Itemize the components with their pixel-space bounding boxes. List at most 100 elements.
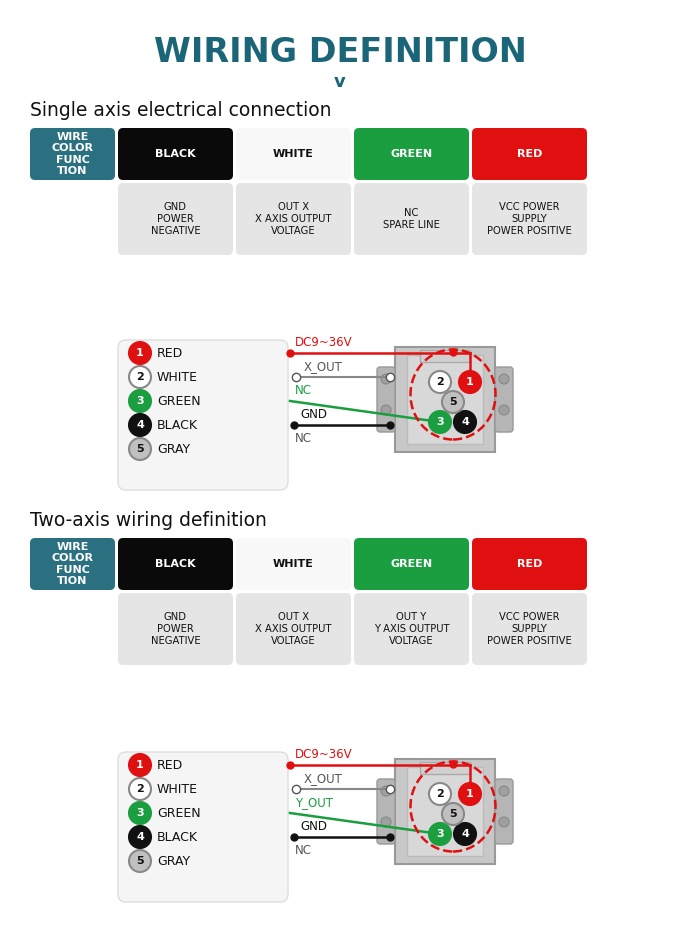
Text: 2: 2 <box>436 789 444 799</box>
FancyBboxPatch shape <box>472 538 587 590</box>
Text: RED: RED <box>157 346 183 359</box>
Text: Y_OUT: Y_OUT <box>295 796 333 809</box>
FancyBboxPatch shape <box>377 779 395 844</box>
FancyBboxPatch shape <box>118 593 233 665</box>
Text: 1: 1 <box>466 789 474 799</box>
Circle shape <box>129 802 151 824</box>
Circle shape <box>459 371 481 393</box>
Text: NC
SPARE LINE: NC SPARE LINE <box>383 208 440 230</box>
Circle shape <box>442 803 464 825</box>
FancyBboxPatch shape <box>30 128 115 180</box>
Text: 2: 2 <box>136 372 144 382</box>
Circle shape <box>129 826 151 848</box>
FancyBboxPatch shape <box>495 779 513 844</box>
Circle shape <box>381 817 391 827</box>
FancyBboxPatch shape <box>118 128 233 180</box>
Text: OUT Y
Y AXIS OUTPUT
VOLTAGE: OUT Y Y AXIS OUTPUT VOLTAGE <box>374 613 449 645</box>
FancyBboxPatch shape <box>118 752 288 902</box>
Circle shape <box>499 405 509 415</box>
Text: RED: RED <box>517 559 542 569</box>
FancyBboxPatch shape <box>236 183 351 255</box>
FancyBboxPatch shape <box>472 128 587 180</box>
Text: WHITE: WHITE <box>273 559 314 569</box>
Text: 5: 5 <box>136 444 143 454</box>
Text: 3: 3 <box>436 829 444 839</box>
FancyBboxPatch shape <box>354 183 469 255</box>
Text: X_OUT: X_OUT <box>304 772 343 785</box>
Text: RED: RED <box>157 759 183 771</box>
FancyBboxPatch shape <box>495 367 513 432</box>
Text: GND: GND <box>300 408 327 421</box>
Text: WIRING DEFINITION: WIRING DEFINITION <box>154 36 526 68</box>
FancyBboxPatch shape <box>354 538 469 590</box>
Text: GND
POWER
NEGATIVE: GND POWER NEGATIVE <box>151 613 201 645</box>
Circle shape <box>499 786 509 796</box>
Bar <box>407 355 483 444</box>
Text: GRAY: GRAY <box>157 855 190 868</box>
Text: v: v <box>334 73 346 91</box>
Text: NC: NC <box>295 384 312 397</box>
Bar <box>395 347 495 452</box>
Circle shape <box>499 817 509 827</box>
Circle shape <box>429 823 451 845</box>
Circle shape <box>381 374 391 384</box>
Text: 4: 4 <box>136 420 144 430</box>
Text: Two-axis wiring definition: Two-axis wiring definition <box>30 510 267 529</box>
Text: WIRE
COLOR
FUNC
TION: WIRE COLOR FUNC TION <box>52 131 94 176</box>
Text: VCC POWER
SUPPLY
POWER POSITIVE: VCC POWER SUPPLY POWER POSITIVE <box>487 203 572 235</box>
Text: 4: 4 <box>136 832 144 842</box>
Text: GND: GND <box>300 820 327 833</box>
Bar <box>407 767 483 856</box>
Text: 3: 3 <box>136 396 143 406</box>
Circle shape <box>381 405 391 415</box>
Text: GREEN: GREEN <box>157 395 201 407</box>
FancyBboxPatch shape <box>236 128 351 180</box>
Bar <box>420 350 470 362</box>
FancyBboxPatch shape <box>354 593 469 665</box>
Circle shape <box>129 438 151 460</box>
Text: 1: 1 <box>136 348 144 358</box>
Text: X_OUT: X_OUT <box>304 360 343 373</box>
Circle shape <box>129 342 151 364</box>
FancyBboxPatch shape <box>236 538 351 590</box>
Text: 1: 1 <box>136 760 144 770</box>
Text: BLACK: BLACK <box>157 830 198 843</box>
Text: 4: 4 <box>461 829 469 839</box>
Text: 4: 4 <box>461 417 469 427</box>
Text: DC9~36V: DC9~36V <box>295 748 353 761</box>
Text: NC: NC <box>295 432 312 445</box>
FancyBboxPatch shape <box>354 128 469 180</box>
Circle shape <box>429 371 451 393</box>
Circle shape <box>381 786 391 796</box>
Text: 5: 5 <box>449 809 457 819</box>
Text: NC: NC <box>295 844 312 857</box>
Text: DC9~36V: DC9~36V <box>295 336 353 349</box>
FancyBboxPatch shape <box>472 183 587 255</box>
Circle shape <box>129 414 151 436</box>
Circle shape <box>442 391 464 413</box>
Bar <box>395 759 495 864</box>
Text: BLACK: BLACK <box>155 559 196 569</box>
Text: GREEN: GREEN <box>157 807 201 820</box>
Text: 2: 2 <box>436 377 444 387</box>
FancyBboxPatch shape <box>30 538 115 590</box>
Text: GND
POWER
NEGATIVE: GND POWER NEGATIVE <box>151 203 201 235</box>
FancyBboxPatch shape <box>236 593 351 665</box>
Text: WIRE
COLOR
FUNC
TION: WIRE COLOR FUNC TION <box>52 541 94 586</box>
Circle shape <box>454 823 476 845</box>
FancyBboxPatch shape <box>377 367 395 432</box>
Text: OUT X
X AXIS OUTPUT
VOLTAGE: OUT X X AXIS OUTPUT VOLTAGE <box>255 613 332 645</box>
Text: WHITE: WHITE <box>157 371 198 384</box>
Circle shape <box>129 390 151 412</box>
Text: GREEN: GREEN <box>390 559 432 569</box>
Text: BLACK: BLACK <box>155 149 196 159</box>
Text: 1: 1 <box>466 377 474 387</box>
Text: 5: 5 <box>449 397 457 407</box>
Circle shape <box>129 754 151 776</box>
Text: GREEN: GREEN <box>390 149 432 159</box>
Text: 5: 5 <box>136 856 143 866</box>
Text: GRAY: GRAY <box>157 443 190 456</box>
Text: 3: 3 <box>436 417 444 427</box>
FancyBboxPatch shape <box>472 593 587 665</box>
Circle shape <box>129 778 151 800</box>
